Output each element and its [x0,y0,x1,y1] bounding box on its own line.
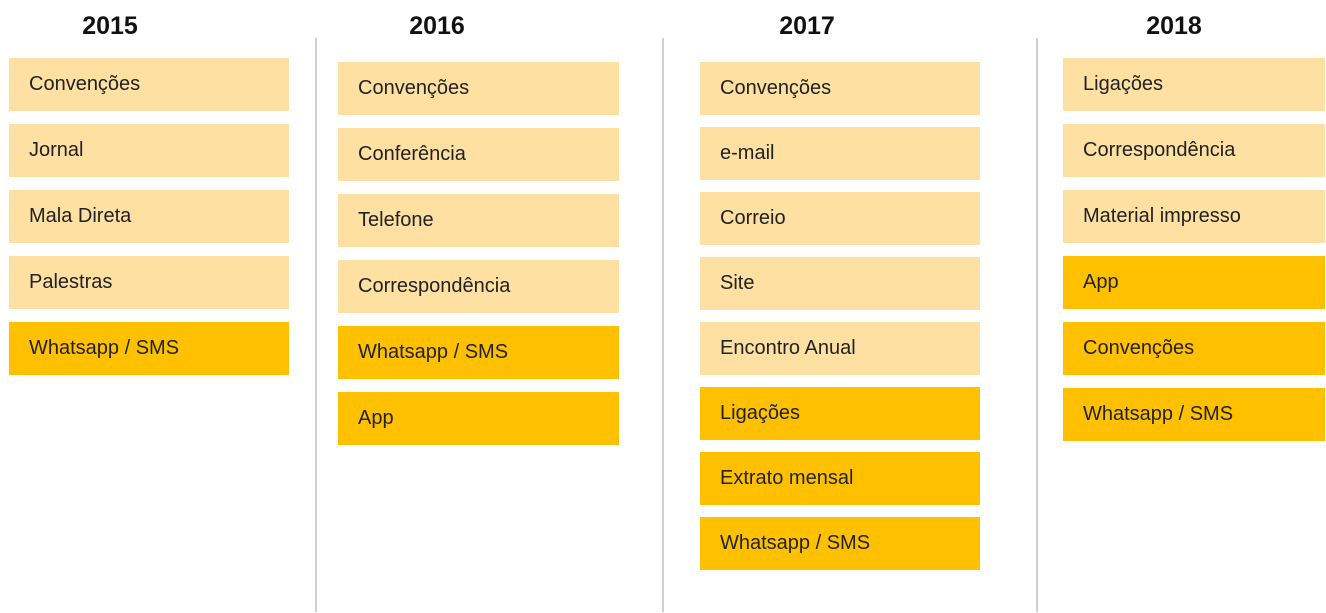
channel-box: Jornal [9,124,289,177]
channel-box: Telefone [338,194,619,247]
channel-box: Convenções [1063,322,1325,375]
year-heading: 2015 [82,12,138,40]
channel-box: e-mail [700,127,980,180]
separator [1036,38,1038,612]
channel-box: App [338,392,619,445]
channel-box: Whatsapp / SMS [338,326,619,379]
channel-box: Whatsapp / SMS [700,517,980,570]
channel-box: Convenções [700,62,980,115]
channel-box: Whatsapp / SMS [1063,388,1325,441]
year-heading: 2016 [409,12,465,40]
channel-box: Mala Direta [9,190,289,243]
channel-box: Convenções [338,62,619,115]
channel-box: Encontro Anual [700,322,980,375]
channel-box: Correspondência [1063,124,1325,177]
channel-box: Palestras [9,256,289,309]
channel-box: Correio [700,192,980,245]
year-heading: 2017 [779,12,835,40]
channel-box: App [1063,256,1325,309]
channel-box: Material impresso [1063,190,1325,243]
year-heading: 2018 [1146,12,1202,40]
channel-box: Ligações [700,387,980,440]
channel-box: Correspondência [338,260,619,313]
channel-box: Site [700,257,980,310]
separator [662,38,664,612]
separator [315,38,317,612]
channel-box: Ligações [1063,58,1325,111]
channel-box: Whatsapp / SMS [9,322,289,375]
channel-box: Conferência [338,128,619,181]
channel-box: Convenções [9,58,289,111]
channel-box: Extrato mensal [700,452,980,505]
